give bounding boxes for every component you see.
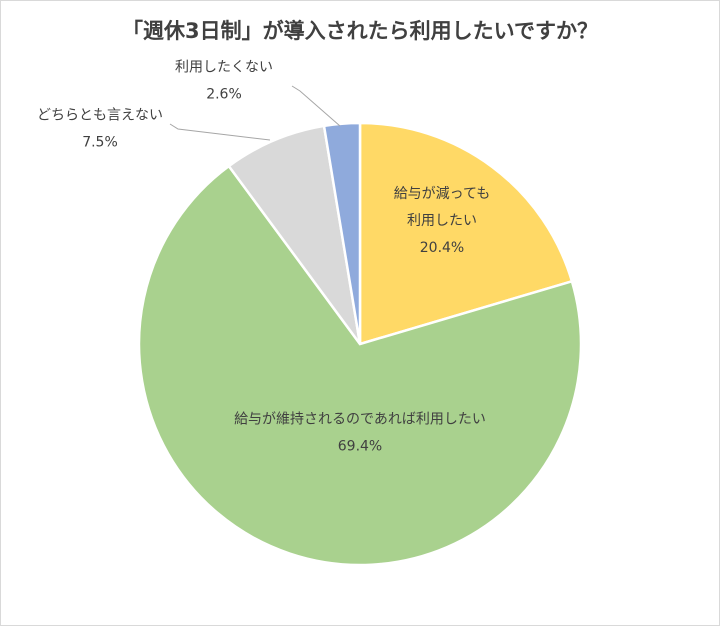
slice-value-label: 69.4%: [338, 439, 382, 455]
pie-slice: [358, 121, 574, 346]
pie-slice: [137, 164, 583, 567]
leader-line: [169, 123, 271, 141]
slice-category-label: 利用したくない: [175, 60, 273, 76]
pie-slice: [227, 124, 362, 345]
leader-line: [291, 85, 341, 127]
chart-title: 「週休3日制」が導入されたら利用したいですか？: [122, 19, 598, 43]
pie-slice: [322, 121, 362, 345]
slice-value-label: 7.5%: [82, 135, 118, 151]
leader-lines: [169, 85, 341, 141]
pie-slices: [137, 121, 583, 567]
slice-category-label: 利用したい: [407, 213, 477, 229]
slice-value-label: 2.6%: [206, 87, 242, 103]
slice-category-label: 給与が維持されるのであれば利用したい: [234, 412, 486, 428]
slice-value-label: 20.4%: [420, 240, 464, 256]
slice-category-label: どちらとも言えない: [37, 108, 163, 124]
slice-category-label: 給与が減っても: [394, 185, 491, 202]
